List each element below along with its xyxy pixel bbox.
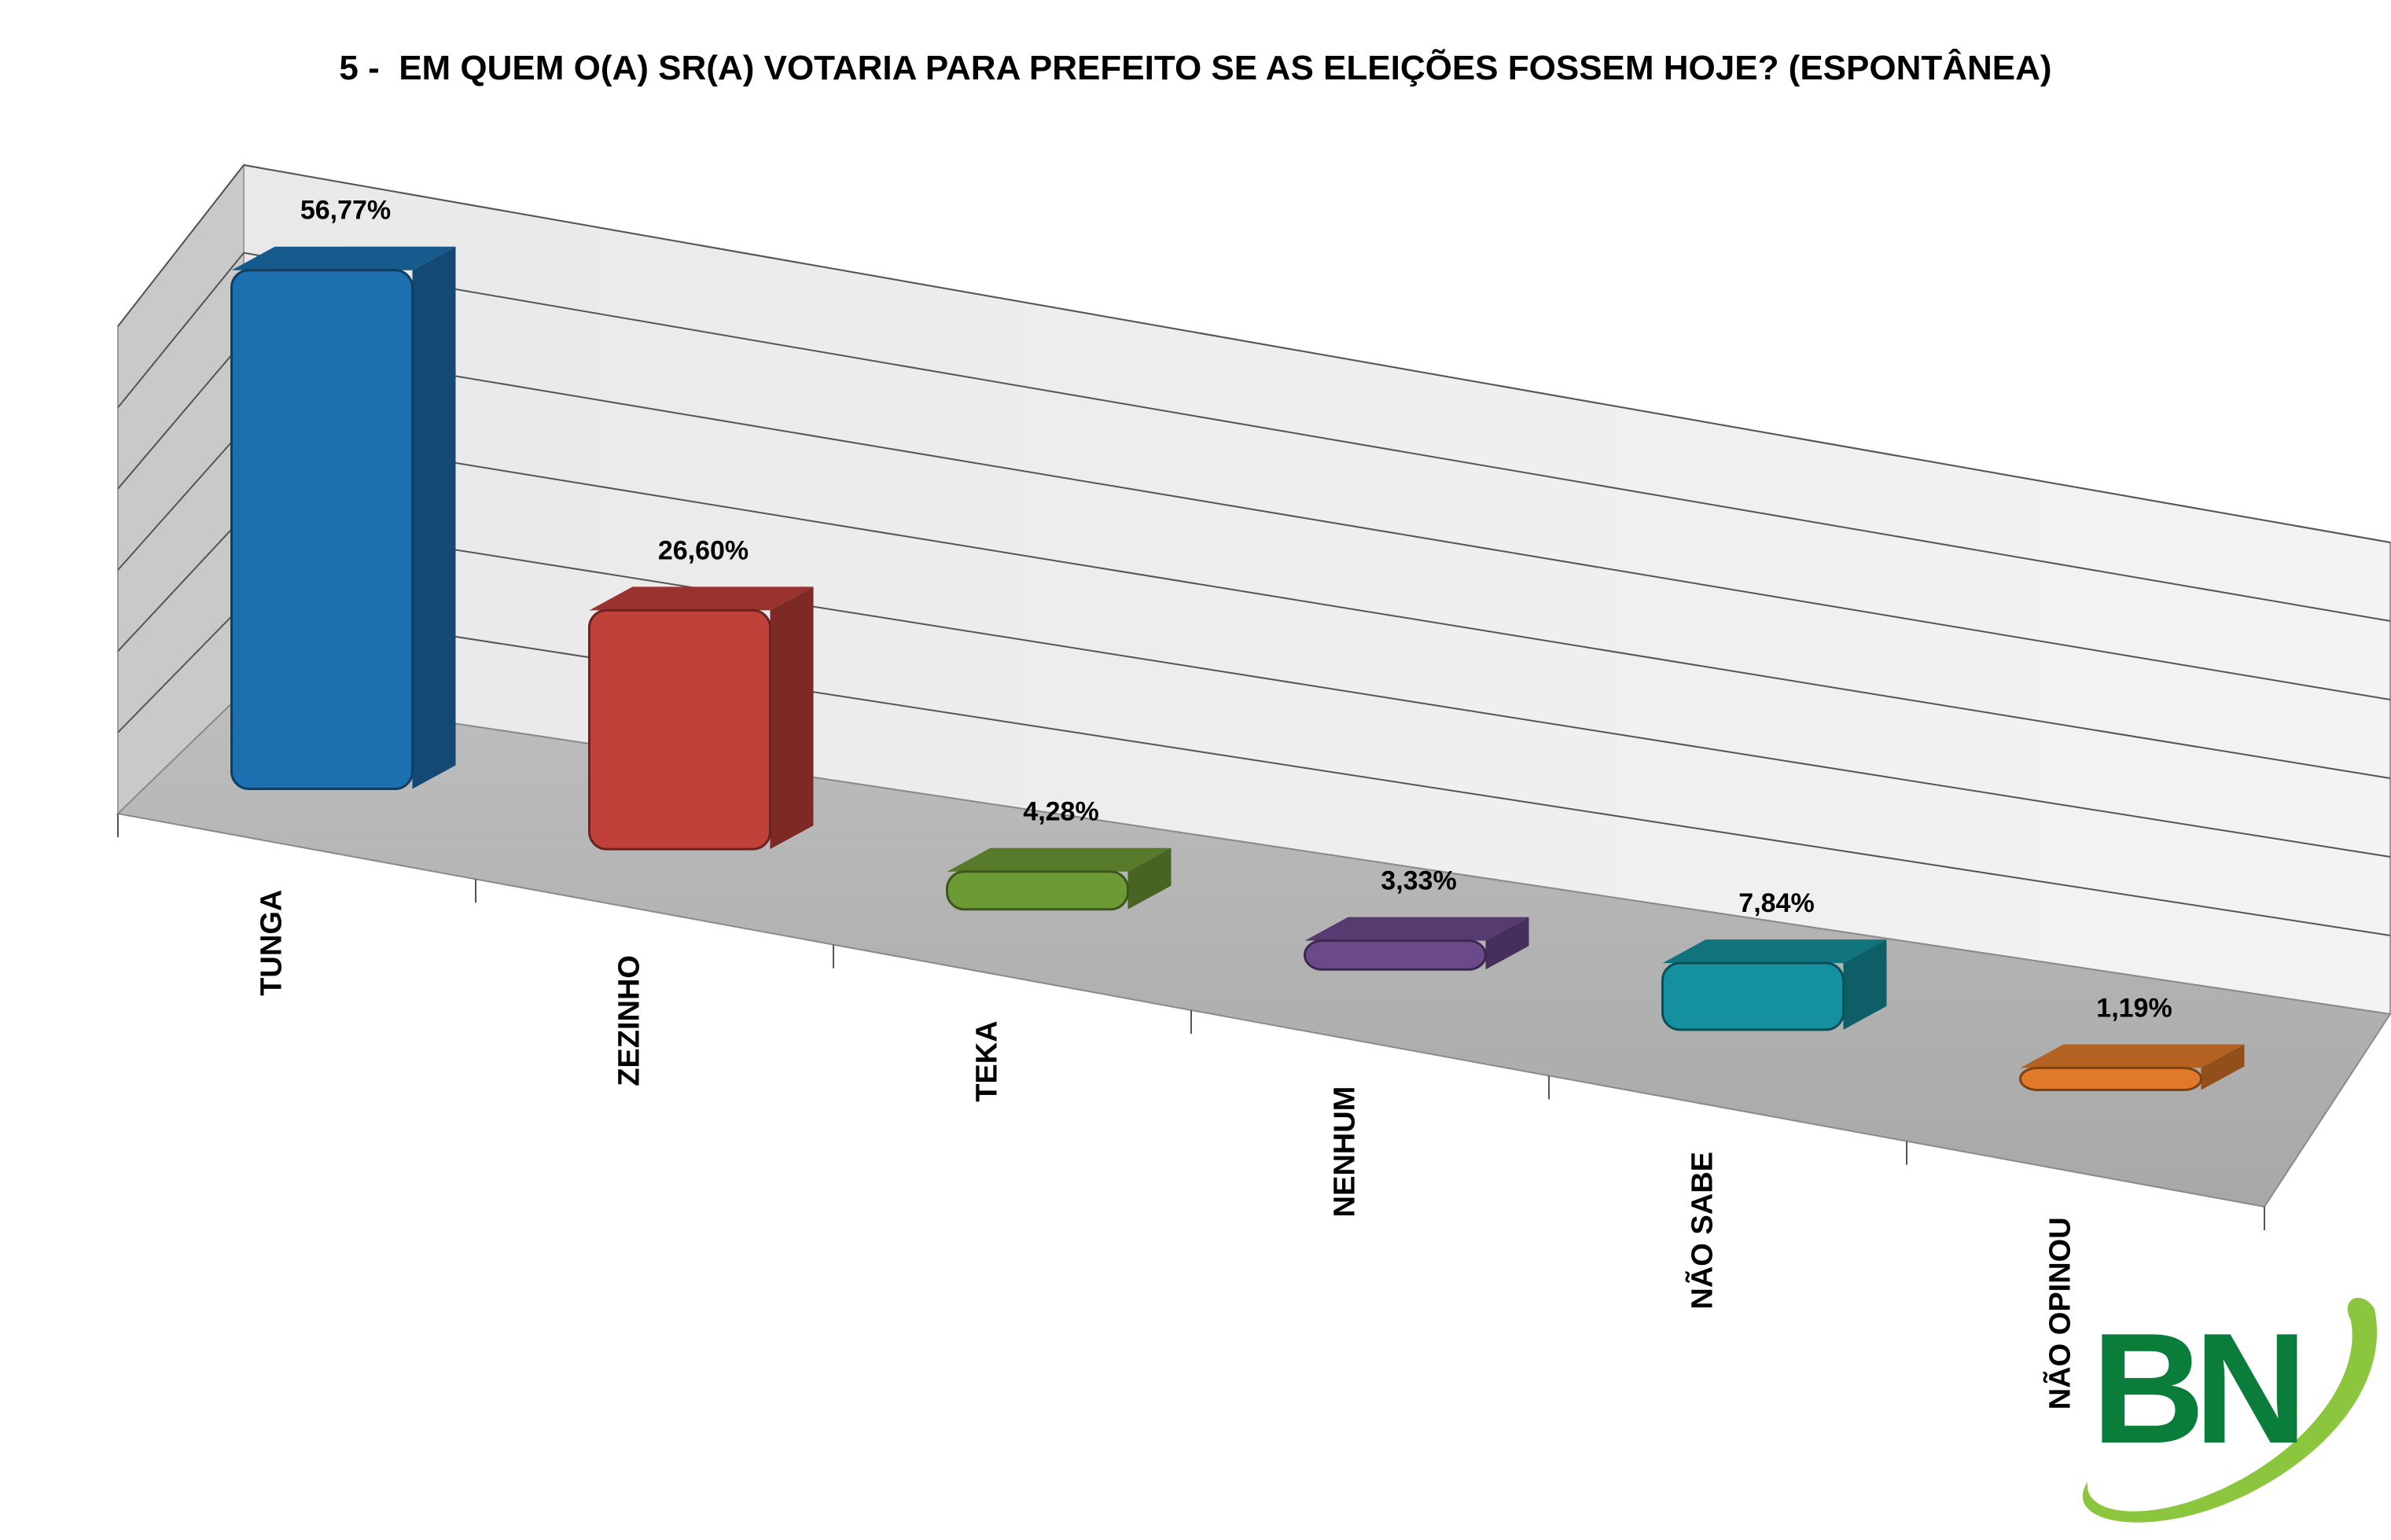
- bar-side: [770, 586, 814, 850]
- gridline: [243, 340, 2391, 700]
- gridline: [117, 515, 245, 652]
- category-label: TEKA: [971, 1020, 1004, 1101]
- bn-logo: BN: [2082, 1297, 2378, 1523]
- gridline: [117, 252, 245, 408]
- bar-1: [230, 246, 456, 791]
- bar-front: [2019, 1066, 2202, 1091]
- bar-side: [1127, 847, 1172, 910]
- bars: [230, 246, 2245, 1091]
- bar-side: [1485, 917, 1529, 970]
- bar-top: [231, 246, 456, 270]
- bar-top: [1304, 917, 1529, 941]
- gridline: [117, 164, 245, 327]
- gridline: [243, 428, 2391, 779]
- category-labels: TUNGA ZEZINHO TEKA NENHUM NÃO SABE NÃO OPINOU: [256, 890, 2077, 1410]
- gridline: [243, 252, 2391, 622]
- bar-top: [2020, 1044, 2245, 1068]
- bar-top: [947, 847, 1172, 872]
- bar-2: [588, 586, 814, 851]
- bar-3: [946, 847, 1172, 911]
- value-labels: 56,77% 26,60% 4,28% 3,33% 7,84% 1,19%: [300, 196, 2172, 1024]
- bar-top: [589, 586, 814, 611]
- bar-side: [1843, 939, 1887, 1030]
- category-label: NÃO SABE: [1685, 1152, 1720, 1310]
- chart-title: 5 - EM QUEM O(A) SR(A) VOTARIA PARA PREF…: [339, 49, 2052, 87]
- bar-side: [412, 246, 456, 789]
- chart-walls: [116, 163, 2391, 1208]
- bar-side: [2201, 1044, 2245, 1090]
- logo-letters: BN: [2091, 1301, 2297, 1476]
- bar-5: [1661, 939, 1887, 1031]
- bar-top: [1662, 939, 1887, 964]
- bar-front: [946, 870, 1129, 911]
- gridline: [117, 428, 245, 571]
- gridline: [243, 164, 2391, 543]
- category-label: NÃO OPINOU: [2043, 1217, 2077, 1410]
- value-label: 7,84%: [1738, 888, 1814, 918]
- bar-front: [230, 269, 414, 791]
- bar-6: [2019, 1044, 2245, 1091]
- value-label: 3,33%: [1381, 866, 1456, 896]
- value-label: 4,28%: [1023, 797, 1098, 827]
- value-label: 26,60%: [658, 535, 749, 565]
- category-label: NENHUM: [1329, 1086, 1362, 1218]
- bar-front: [588, 608, 771, 851]
- category-label: ZEZINHO: [613, 955, 646, 1086]
- bar-front: [1661, 961, 1845, 1031]
- value-label: 56,77%: [300, 196, 391, 226]
- bar-front: [1304, 939, 1487, 971]
- bar-4: [1304, 917, 1529, 971]
- value-label: 1,19%: [2096, 993, 2172, 1023]
- category-label: TUNGA: [256, 890, 289, 996]
- gridline: [117, 603, 245, 733]
- gridline: [243, 515, 2391, 858]
- gridline: [117, 340, 245, 490]
